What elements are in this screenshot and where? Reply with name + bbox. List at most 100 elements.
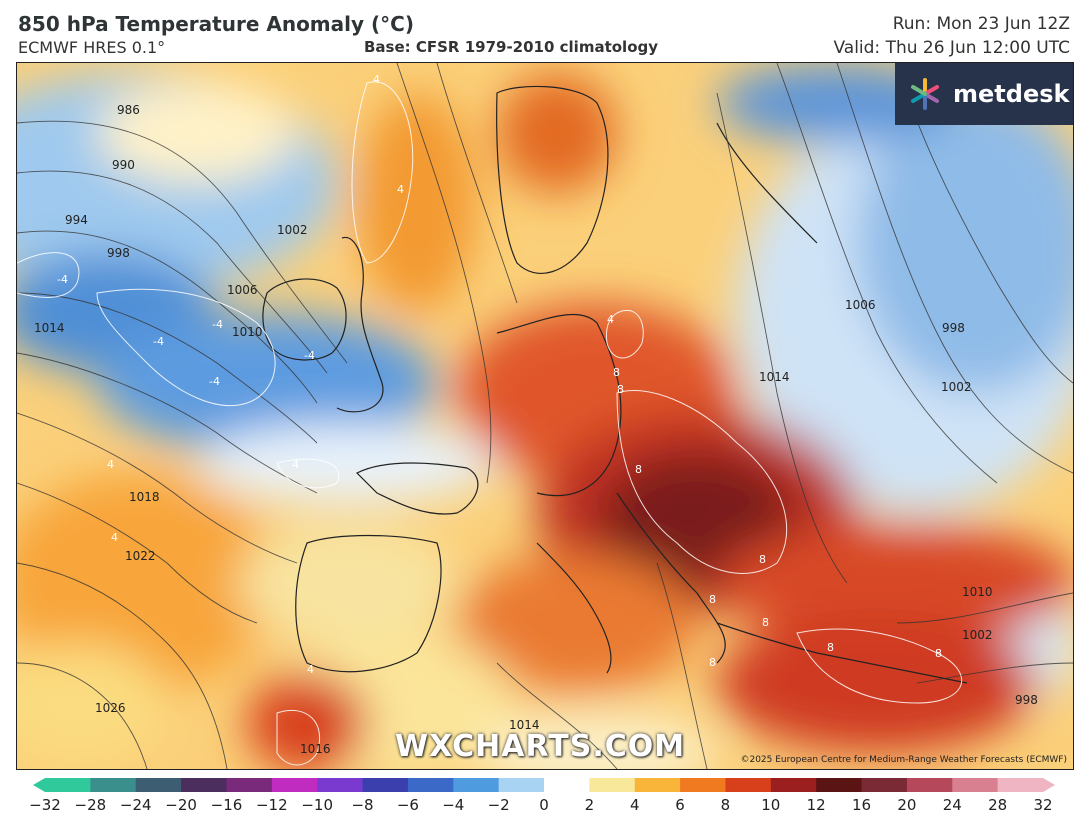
wxcharts-watermark: WXCHARTS.COM <box>395 729 686 764</box>
colorbar-swatch <box>45 778 91 792</box>
colorbar-tick-label: 8 <box>720 796 731 814</box>
anomaly-contour-label: 8 <box>759 553 766 566</box>
anomaly-contour-label: 4 <box>307 663 314 676</box>
colorbar-swatch <box>181 778 227 792</box>
anomaly-contour-label: -4 <box>212 318 223 331</box>
colorbar-tick-label: −24 <box>119 796 152 814</box>
anomaly-contour-label: 8 <box>709 656 716 669</box>
colorbar-tick-label: 2 <box>584 796 595 814</box>
isobar-label: 1010 <box>962 585 993 599</box>
isobar-label: 1002 <box>941 380 972 394</box>
colorbar-swatch <box>861 778 908 792</box>
metdesk-logo-text: metdesk <box>953 80 1070 108</box>
isobar-label: 1022 <box>125 549 156 563</box>
colorbar-swatch <box>453 778 500 792</box>
colorbar-tick-label: 16 <box>851 796 872 814</box>
anomaly-contour-label: -4 <box>209 375 220 388</box>
colorbar-swatch <box>952 778 999 792</box>
colorbar-tick-label: 10 <box>761 796 781 814</box>
run-time-label: Run: Mon 23 Jun 12Z <box>892 14 1070 34</box>
isobar-label: 998 <box>1015 693 1038 707</box>
colorbar-tick-label: 0 <box>539 796 549 814</box>
metdesk-logo-icon <box>911 78 939 110</box>
map-canvas <box>17 63 1073 769</box>
valid-time-label: Valid: Thu 26 Jun 12:00 UTC <box>833 38 1070 58</box>
colorbar-tick-label: 20 <box>897 796 917 814</box>
isobar-label: 998 <box>107 246 130 260</box>
anomaly-map[interactable]: 986 990 994 998 1002 1006 1010 1014 1018 1022 1026… <box>16 62 1074 770</box>
colorbar-swatch <box>362 778 409 792</box>
colorbar-tick-label: −6 <box>396 796 419 814</box>
anomaly-contour-label: 8 <box>613 366 620 379</box>
anomaly-contour-label: 8 <box>635 463 642 476</box>
ecmwf-credit: ©2025 European Centre for Medium-Range W… <box>740 755 1067 765</box>
colorbar-swatch <box>226 778 273 792</box>
colorbar-swatch <box>90 778 137 792</box>
anomaly-contour-label: -4 <box>153 335 164 348</box>
anomaly-contours <box>17 81 963 766</box>
colorbar-tick-label: −4 <box>442 796 465 814</box>
colorbar-swatch <box>906 778 953 792</box>
colorbar-max-arrow <box>1043 778 1055 792</box>
colorbar-swatch <box>317 778 364 792</box>
colorbar-swatch <box>770 778 817 792</box>
colorbar-tick-label: 32 <box>1033 796 1053 814</box>
colorbar-tick-label: 4 <box>629 796 640 814</box>
anomaly-contour-label: 4 <box>607 313 614 326</box>
colorbar-swatch <box>135 778 182 792</box>
anomaly-contour-label: 4 <box>373 73 380 86</box>
colorbar-tick-labels: −32 −28 −24 −20 −16 −12 −10 −8 −6 −4 −2 0 2 4 6 8 10 12 16… <box>0 796 1088 818</box>
colorbar-swatch <box>589 778 636 792</box>
model-label: ECMWF HRES 0.1° <box>18 38 166 57</box>
anomaly-contour-label: 4 <box>397 183 404 196</box>
isobar-label: 1002 <box>277 223 308 237</box>
colorbar-swatch <box>634 778 681 792</box>
metdesk-logo: metdesk <box>895 63 1073 125</box>
colorbar-tick-label: −16 <box>210 796 243 814</box>
colorbar-tick-label: −12 <box>255 796 288 814</box>
colorbar-tick-label: 28 <box>988 796 1008 814</box>
anomaly-contour-label: 8 <box>617 383 624 396</box>
isobar-label: 1026 <box>95 701 126 715</box>
colorbar-tick-label: 12 <box>806 796 826 814</box>
anomaly-contour-label: 8 <box>935 647 942 660</box>
colorbar-min-arrow <box>33 778 45 792</box>
colorbar-tick-label: 6 <box>675 796 685 814</box>
anomaly-field <box>17 63 1073 769</box>
colorbar-swatch <box>407 778 454 792</box>
isobar-label: 1014 <box>759 370 790 384</box>
climatology-base-label: Base: CFSR 1979-2010 climatology <box>364 38 659 56</box>
colorbar-swatch <box>725 778 772 792</box>
chart-title: 850 hPa Temperature Anomaly (°C) <box>18 12 414 36</box>
colorbar-swatch <box>271 778 318 792</box>
isobar-label: 1018 <box>129 490 160 504</box>
isobar-label: 1002 <box>962 628 993 642</box>
colorbar-swatch <box>997 778 1044 792</box>
anomaly-contour-label: 8 <box>762 616 769 629</box>
anomaly-contour-label: 4 <box>107 458 114 471</box>
colorbar-tick-label: −10 <box>301 796 333 814</box>
isobar-label: 986 <box>117 103 140 117</box>
colorbar-tick-label: −2 <box>487 796 510 814</box>
colorbar-tick-label: −28 <box>74 796 107 814</box>
anomaly-contour-label: -4 <box>304 349 315 362</box>
isobar-label: 1006 <box>227 283 258 297</box>
colorbar <box>33 778 1055 792</box>
anomaly-contour-label: 4 <box>111 531 118 544</box>
isobar-label: 1016 <box>300 742 331 756</box>
anomaly-contour-label: -4 <box>57 273 68 286</box>
colorbar-swatch <box>816 778 863 792</box>
isobar-label: 1010 <box>232 325 263 339</box>
isobar-label: 990 <box>112 158 135 172</box>
isobar-label: 1014 <box>34 321 65 335</box>
colorbar-tick-label: 24 <box>942 796 962 814</box>
colorbar-swatch <box>680 778 726 792</box>
isobar-label: 998 <box>942 321 965 335</box>
anomaly-contour-label: 8 <box>709 593 716 606</box>
colorbar-tick-label: −8 <box>351 796 374 814</box>
colorbar-tick-label: −32 <box>29 796 61 814</box>
colorbar-swatch <box>544 778 590 792</box>
anomaly-contour-label: 4 <box>292 458 299 471</box>
isobar-label: 1006 <box>845 298 876 312</box>
isobar-label: 1014 <box>509 718 540 732</box>
